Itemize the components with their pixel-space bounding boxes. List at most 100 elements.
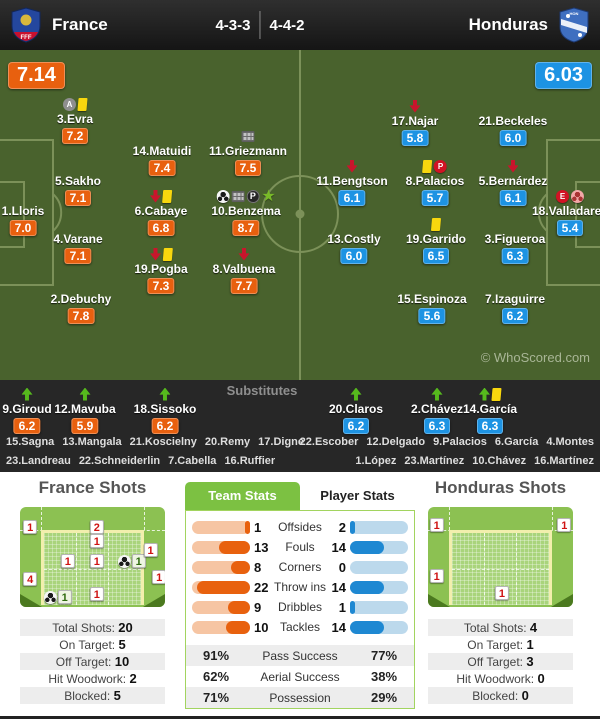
player-rating: 5.8 [401, 130, 429, 146]
watermark: © WhoScored.com [480, 350, 590, 365]
player-rating: 7.5 [234, 160, 262, 176]
player-node[interactable]: 15.Espinoza 5.6 [397, 292, 467, 325]
stat-bar-row: 9 Dribbles 1 [186, 597, 414, 617]
player-node[interactable]: 14.García 6.3 [462, 387, 518, 435]
sub-off-icon [149, 189, 161, 203]
team-stats-panel: Team Stats Player Stats 1 Offsides 2 13 Foul… [185, 482, 415, 709]
player-name: 4.Varane [53, 232, 103, 246]
bench-player[interactable]: 10.Chávez [472, 455, 527, 467]
pitch-wedge [428, 594, 450, 607]
player-node[interactable]: 9.Giroud 6.2 [2, 387, 52, 435]
summary-row: Blocked: 5 [20, 687, 165, 704]
home-team-name[interactable]: France [52, 15, 108, 34]
player-node[interactable]: 5.Bernárdez 6.1 [479, 159, 547, 207]
player-node[interactable]: 1.Lloris 7.0 [2, 204, 44, 237]
percent-row: 91% Pass Success 77% [186, 645, 414, 666]
player-node[interactable]: 8.Valbuena 7.7 [213, 247, 275, 295]
player-node[interactable]: 19.Garrido 6.5 [406, 217, 466, 265]
sub-off-icon [409, 99, 421, 113]
player-name: 18.Valladares [531, 204, 600, 218]
player-icons [149, 247, 173, 261]
svg-text:FFF: FFF [21, 35, 32, 41]
player-node[interactable]: 6.Cabaye 6.8 [135, 189, 187, 237]
bench-player[interactable]: 7.Cabella [168, 455, 217, 467]
home-stat-bar [192, 580, 250, 594]
pitch-markings [0, 50, 600, 380]
home-stat-value: 10 [254, 619, 269, 635]
sub-off-icon [507, 159, 519, 173]
penalty-goal-icon: P [246, 189, 260, 203]
player-node[interactable]: 4.Varane 7.1 [53, 232, 103, 265]
player-node[interactable]: 12.Mavuba 5.9 [54, 387, 116, 435]
bench-player[interactable]: 16.Ruffier [224, 455, 276, 467]
home-bar-fill [230, 560, 250, 574]
yellow-card-icon [491, 387, 502, 401]
player-node[interactable]: 13.Costly 6.0 [327, 232, 381, 265]
shot-count: 1 [143, 543, 158, 557]
bench-player[interactable]: 9.Palacios [433, 436, 487, 448]
tab-team-stats[interactable]: Team Stats [185, 482, 300, 510]
player-rating: 6.3 [423, 418, 451, 434]
player-node[interactable]: 14.Matuidi 7.4 [133, 144, 191, 177]
player-icons [21, 387, 33, 401]
player-node[interactable]: 2.Chávez 6.3 [411, 387, 463, 435]
player-node[interactable]: 18.Sissoko 6.2 [133, 387, 197, 435]
player-name: 18.Sissoko [133, 402, 197, 416]
player-node[interactable]: 11.Bengtson 6.1 [316, 159, 388, 207]
summary-row: Off Target: 3 [428, 653, 573, 670]
shot-marker: 2 [89, 520, 104, 534]
bench-player[interactable]: 17.Digne [258, 436, 305, 448]
player-icons [159, 387, 171, 401]
player-node[interactable]: 17.Najar 5.8 [392, 99, 438, 147]
player-node[interactable]: 2.Debuchy 7.8 [51, 292, 111, 325]
bench-player[interactable]: 21.Koscielny [129, 436, 197, 448]
home-stat-bar [192, 600, 250, 614]
player-name: 14.García [462, 402, 518, 416]
player-node[interactable]: 19.Pogba 7.3 [134, 247, 188, 295]
away-shots-title: Honduras Shots [434, 478, 567, 497]
bench-player[interactable]: 22.Schneiderlin [78, 455, 161, 467]
player-icons [507, 159, 519, 173]
home-stat-bar [192, 560, 250, 574]
player-node[interactable]: P 8.Palacios 5.7 [406, 159, 464, 207]
bench-player[interactable]: 4.Montes [546, 436, 594, 448]
bench-player[interactable]: 1.López [355, 455, 397, 467]
sub-on-icon [21, 387, 33, 401]
goal-ball-icon [117, 554, 131, 568]
player-node[interactable]: 5.Sakho 7.1 [55, 174, 101, 207]
bench-player[interactable]: 13.Mangala [62, 436, 122, 448]
bench-player[interactable]: 20.Remy [204, 436, 251, 448]
player-node[interactable]: A 3.Evra 7.2 [57, 97, 93, 145]
bench-player[interactable]: 12.Delgado [366, 436, 426, 448]
bench-player[interactable]: 22.Escober [299, 436, 359, 448]
bench-player[interactable]: 6.García [494, 436, 539, 448]
home-stat-value: 1 [254, 519, 262, 535]
shot-count: 1 [494, 586, 509, 600]
player-node[interactable]: 20.Claros 6.2 [329, 387, 383, 435]
away-team-name[interactable]: Honduras [468, 15, 548, 34]
player-node[interactable]: P ★ 10.Benzema 8.7 [211, 188, 281, 237]
bench-player[interactable]: 23.Martínez [404, 455, 465, 467]
yellow-card-icon [162, 189, 173, 203]
goal-marker: 1 [117, 554, 146, 568]
bench-player[interactable]: 16.Martínez [534, 455, 594, 467]
player-node[interactable]: E18.Valladares 5.4 [531, 189, 600, 237]
player-name: 3.Figueroa [484, 232, 546, 246]
player-rating: 7.3 [147, 278, 175, 294]
player-node[interactable]: 11.Griezmann 7.5 [209, 130, 287, 177]
sub-off-icon [346, 159, 358, 173]
formations: 4-3-3 4-4-2 [215, 0, 305, 50]
sub-on-icon [79, 387, 91, 401]
player-node[interactable]: 7.Izaguirre 6.2 [485, 292, 545, 325]
player-node[interactable]: 21.Beckeles 6.0 [479, 114, 547, 147]
home-stat-bar [192, 620, 250, 634]
bench-player[interactable]: 23.Landreau [6, 455, 71, 467]
shot-count: 1 [131, 554, 146, 568]
player-node[interactable]: 3.Figueroa 6.3 [484, 232, 546, 265]
away-bench-row-2: 1.López 23.Martínez 10.Chávez 16.Martínez [351, 455, 598, 467]
bench-player[interactable]: 15.Sagna [6, 436, 55, 448]
net-divider [44, 569, 141, 570]
tab-player-stats[interactable]: Player Stats [320, 488, 395, 503]
summary-row: Total Shots: 20 [20, 619, 165, 636]
